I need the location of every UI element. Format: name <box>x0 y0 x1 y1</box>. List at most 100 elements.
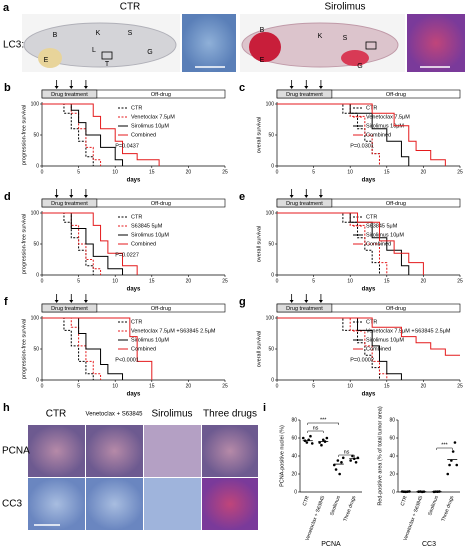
data-point <box>338 472 341 476</box>
x-tick-label: 10 <box>347 278 353 284</box>
y-tick-label: 0 <box>271 163 274 169</box>
legend-label: Sirolimus 10μM <box>366 123 404 129</box>
y-tick-label: 60 <box>291 435 297 441</box>
off-drug-label: Off-drug <box>386 201 406 207</box>
micrograph <box>28 425 85 477</box>
y-tick-label: 0 <box>392 489 395 495</box>
y-axis-label: overall survival <box>256 331 262 367</box>
image-label: S <box>128 30 133 37</box>
dose-arrowhead <box>289 86 294 89</box>
significance-label: ns <box>313 425 319 431</box>
significance-bracket <box>338 454 355 457</box>
dose-arrowhead <box>83 86 88 89</box>
x-tick-label: 0 <box>41 278 44 284</box>
y-tick-label: 20 <box>389 471 395 477</box>
micrograph <box>144 478 201 530</box>
x-tick-label: 5 <box>312 278 315 284</box>
legend-label: Sirolimus 10μM <box>366 337 404 343</box>
data-point <box>325 436 329 440</box>
x-tick-label: 20 <box>421 383 427 389</box>
x-axis-label: days <box>362 392 376 398</box>
legend-label: CTR <box>131 319 142 325</box>
x-tick-label: 15 <box>384 383 390 389</box>
x-tick-label: 5 <box>77 278 80 284</box>
data-point <box>341 456 345 460</box>
y-tick-label: 50 <box>33 241 39 247</box>
category-label: Three drugs <box>343 495 358 523</box>
drug-box <box>276 89 333 99</box>
x-tick-label: 20 <box>186 383 192 389</box>
micrograph <box>202 425 258 477</box>
survival-curve <box>277 212 424 275</box>
panel-label: a <box>3 2 10 14</box>
dose-arrowhead <box>289 195 294 198</box>
x-tick-label: 5 <box>77 169 80 175</box>
micrograph <box>86 478 143 530</box>
data-point <box>340 461 343 464</box>
y-axis-label: PCNA-positive nuclei (%) <box>279 425 285 487</box>
dose-arrowhead <box>318 195 323 198</box>
column-title: Three drugs <box>203 409 257 420</box>
x-tick-label: 15 <box>149 278 155 284</box>
treatment-label: Drug treatment <box>286 92 323 98</box>
image-label: K <box>318 33 323 40</box>
ctr-micrograph <box>182 14 236 72</box>
y-axis-label: progression-free survival <box>21 105 27 165</box>
significance-bracket <box>436 447 453 450</box>
dose-arrowhead <box>304 86 309 89</box>
treatment-label: Drug treatment <box>51 92 88 98</box>
legend-label: CTR <box>366 214 377 220</box>
row-label: CC3 <box>2 499 22 510</box>
legend-label: Combined <box>366 346 391 352</box>
survival-curve <box>277 317 460 356</box>
p-value: P=0.0437 <box>115 143 139 149</box>
y-tick-label: 0 <box>36 163 39 169</box>
x-tick-label: 10 <box>112 383 118 389</box>
y-tick-label: 100 <box>266 101 275 107</box>
treatment-label: Drug treatment <box>51 306 88 312</box>
image-label: B <box>260 27 265 34</box>
x-tick-label: 20 <box>421 169 427 175</box>
x-tick-label: 0 <box>41 169 44 175</box>
roi-box <box>101 51 113 60</box>
x-tick-label: 0 <box>276 169 279 175</box>
y-axis-label: overall survival <box>256 226 262 262</box>
y-tick-label: 0 <box>36 377 39 383</box>
image-label: B <box>53 32 58 39</box>
x-axis-label: CC3 <box>422 541 436 548</box>
micrograph <box>28 478 85 530</box>
survival-curve <box>277 317 380 380</box>
y-tick-label: 50 <box>33 132 39 138</box>
column-title: Sirolimus <box>324 2 365 13</box>
row-label: PCNA <box>2 446 30 457</box>
dose-arrowhead <box>83 300 88 303</box>
legend-label: S63845 5μM <box>131 223 163 229</box>
data-point <box>320 443 323 447</box>
x-tick-label: 15 <box>384 278 390 284</box>
data-point <box>354 461 358 464</box>
significance-label: *** <box>441 442 448 448</box>
image-label: K <box>96 30 101 37</box>
x-tick-label: 25 <box>222 383 228 389</box>
data-point <box>448 463 451 467</box>
sirolimus-micrograph <box>407 14 465 72</box>
survival-curve <box>42 212 138 275</box>
panel-label: e <box>239 191 245 203</box>
image-label: S <box>343 35 348 42</box>
x-tick-label: 20 <box>186 169 192 175</box>
column-title: Venetoclax + S63845 <box>86 412 144 418</box>
y-tick-label: 40 <box>389 453 395 459</box>
survival-curve <box>277 212 410 275</box>
data-point <box>349 459 352 462</box>
x-tick-label: 10 <box>112 278 118 284</box>
dose-arrowhead <box>83 195 88 198</box>
y-axis-label: progression-free survival <box>21 319 27 379</box>
off-drug-label: Off-drug <box>151 92 171 98</box>
p-value: P=0.0301 <box>350 143 374 149</box>
significance-label: ns <box>344 449 350 455</box>
panel-label: i <box>263 402 266 414</box>
data-point <box>310 442 314 445</box>
y-tick-label: 0 <box>36 272 39 278</box>
y-tick-label: 50 <box>268 132 274 138</box>
